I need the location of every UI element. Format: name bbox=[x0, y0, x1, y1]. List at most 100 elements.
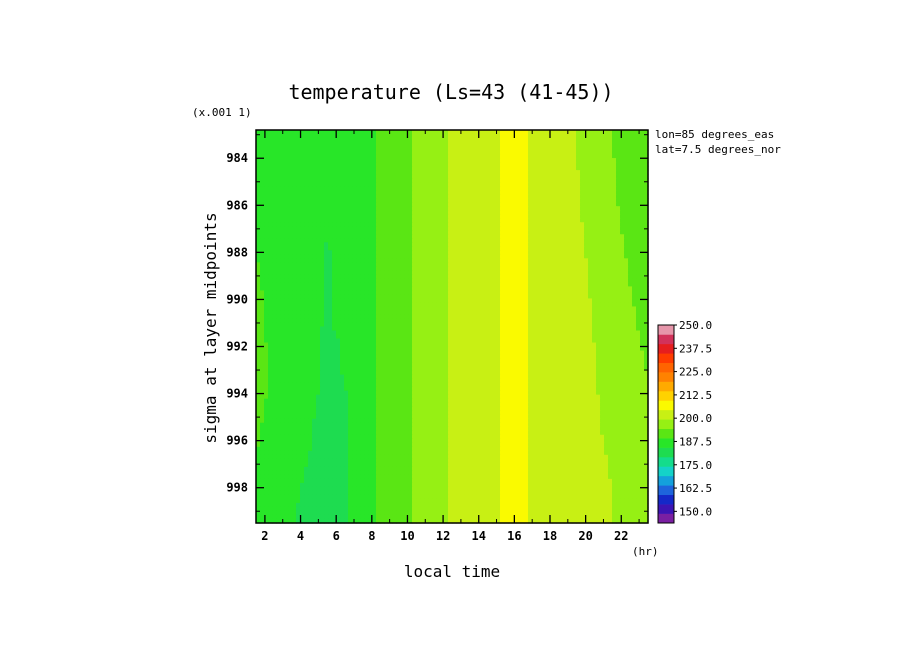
heat-cell bbox=[408, 158, 413, 163]
heat-cell bbox=[496, 270, 501, 275]
heat-cell bbox=[448, 210, 453, 215]
heat-cell bbox=[292, 270, 297, 275]
heat-cell bbox=[260, 282, 265, 287]
heat-cell bbox=[640, 206, 645, 211]
heat-cell bbox=[624, 146, 629, 151]
heat-cell bbox=[592, 234, 597, 239]
heat-cell bbox=[548, 310, 553, 316]
heat-cell bbox=[464, 230, 469, 235]
heat-cell bbox=[564, 278, 569, 283]
heat-cell bbox=[256, 302, 261, 308]
heat-cell bbox=[316, 246, 321, 251]
heat-cell bbox=[312, 242, 317, 247]
heat-cell bbox=[276, 286, 281, 292]
heat-cell bbox=[428, 306, 433, 312]
heat-cell bbox=[540, 194, 545, 199]
heat-cell bbox=[480, 326, 485, 332]
heat-cell bbox=[576, 262, 581, 267]
heat-cell bbox=[420, 274, 425, 279]
heat-cell bbox=[308, 262, 313, 267]
heat-cell bbox=[512, 274, 517, 279]
heat-cell bbox=[380, 282, 385, 287]
heat-cell bbox=[300, 202, 305, 207]
heat-cell bbox=[636, 198, 641, 203]
heat-cell bbox=[272, 182, 277, 187]
heat-cell bbox=[364, 190, 369, 195]
heat-cell bbox=[308, 194, 313, 199]
heat-cell bbox=[340, 230, 345, 235]
heat-cell bbox=[256, 278, 261, 283]
heat-cell bbox=[352, 254, 357, 259]
heat-cell bbox=[296, 182, 301, 187]
heat-cell bbox=[364, 298, 369, 304]
heat-cell bbox=[284, 262, 289, 267]
heat-cell bbox=[520, 162, 525, 167]
heat-cell bbox=[532, 282, 537, 287]
heat-cell bbox=[424, 242, 429, 247]
heat-cell bbox=[568, 234, 573, 239]
heat-cell bbox=[284, 326, 289, 332]
heat-cell bbox=[296, 222, 301, 227]
heat-cell bbox=[260, 238, 265, 243]
heat-cell bbox=[288, 178, 293, 183]
heat-cell bbox=[500, 194, 505, 199]
heat-cell bbox=[616, 298, 621, 304]
heat-cell bbox=[364, 206, 369, 211]
heat-cell bbox=[400, 246, 405, 251]
heat-cell bbox=[488, 270, 493, 275]
heat-cell bbox=[428, 262, 433, 267]
heat-cell bbox=[524, 238, 529, 243]
heat-cell bbox=[524, 134, 529, 139]
heat-cell bbox=[528, 330, 533, 336]
heat-cell bbox=[596, 322, 601, 328]
heat-cell bbox=[484, 210, 489, 215]
heat-cell bbox=[564, 146, 569, 151]
heat-cell bbox=[636, 262, 641, 267]
heat-cell bbox=[344, 190, 349, 195]
heat-cell bbox=[264, 258, 269, 263]
heat-cell bbox=[280, 194, 285, 199]
heat-cell bbox=[556, 298, 561, 304]
heat-cell bbox=[376, 290, 381, 296]
heat-cell bbox=[304, 158, 309, 163]
heat-cell bbox=[328, 270, 333, 275]
heat-cell bbox=[536, 194, 541, 199]
heat-cell bbox=[628, 294, 633, 300]
heat-cell bbox=[272, 314, 277, 320]
heat-cell bbox=[568, 270, 573, 275]
heat-cell bbox=[612, 318, 617, 324]
heat-cell bbox=[512, 210, 517, 215]
heat-cell bbox=[600, 302, 605, 308]
heat-cell bbox=[360, 158, 365, 163]
heat-cell bbox=[420, 278, 425, 283]
heat-cell bbox=[328, 198, 333, 203]
heat-cell bbox=[424, 282, 429, 287]
heat-cell bbox=[600, 326, 605, 332]
heat-cell bbox=[328, 322, 333, 328]
heat-cell bbox=[300, 210, 305, 215]
heat-cell bbox=[284, 174, 289, 179]
heat-cell bbox=[308, 290, 313, 296]
heat-cell bbox=[468, 246, 473, 251]
heat-cell bbox=[316, 146, 321, 151]
heat-cell bbox=[596, 270, 601, 275]
heat-cell bbox=[260, 190, 265, 195]
heat-cell bbox=[280, 210, 285, 215]
heat-cell bbox=[616, 178, 621, 183]
heat-cell bbox=[444, 322, 449, 328]
heat-cell bbox=[276, 322, 281, 328]
heat-cell bbox=[452, 202, 457, 207]
heat-cell bbox=[464, 226, 469, 231]
heat-cell bbox=[584, 150, 589, 155]
heat-cell bbox=[640, 146, 645, 151]
heat-cell bbox=[348, 274, 353, 279]
heat-cell bbox=[444, 226, 449, 231]
heat-cell bbox=[304, 206, 309, 211]
heat-cell bbox=[604, 214, 609, 219]
heat-cell bbox=[284, 150, 289, 155]
heat-cell bbox=[348, 302, 353, 308]
heat-cell bbox=[640, 274, 645, 279]
heat-cell bbox=[256, 166, 261, 171]
heat-cell bbox=[348, 210, 353, 215]
heat-cell bbox=[320, 270, 325, 275]
